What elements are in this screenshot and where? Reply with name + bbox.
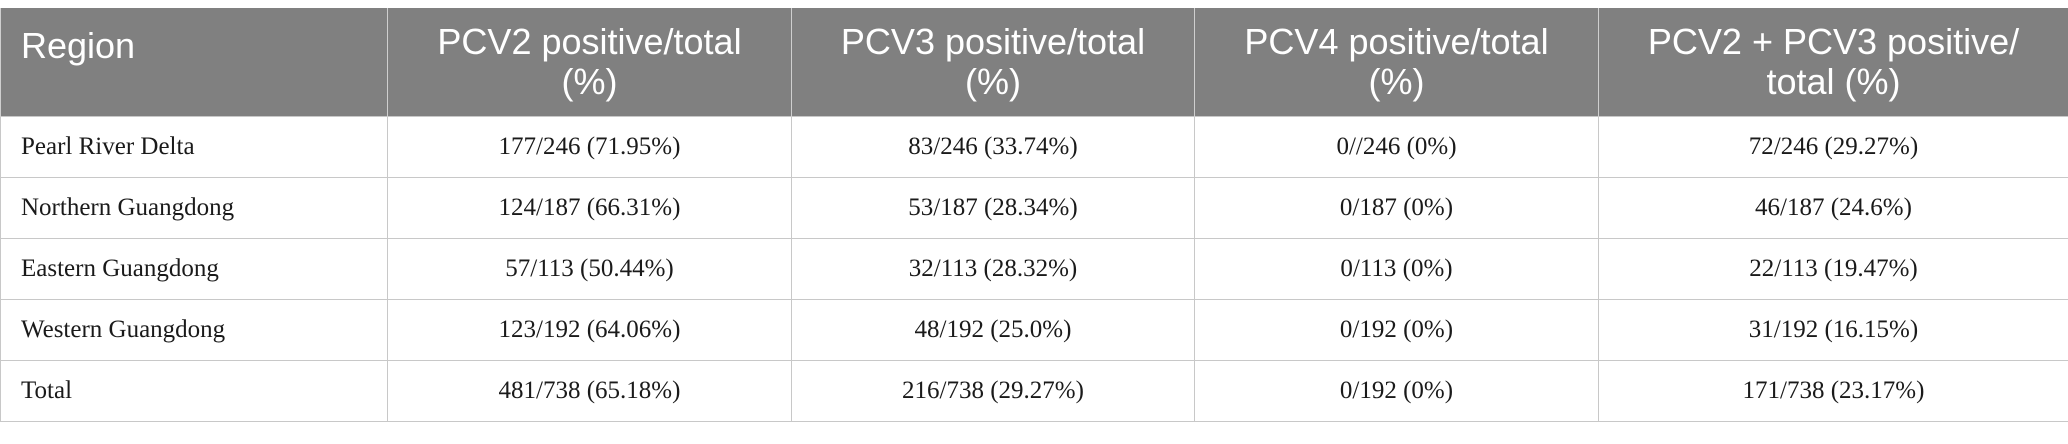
cell-pcv2: 123/192 (64.06%) — [387, 298, 792, 361]
cell-pcv3: 83/246 (33.74%) — [791, 115, 1195, 178]
cell-pcv4: 0/113 (0%) — [1194, 237, 1599, 300]
header-pcv4: PCV4 positive/total (%) — [1194, 8, 1599, 116]
cell-pcv2-pcv3: 31/192 (16.15%) — [1598, 298, 2068, 361]
cell-region: Eastern Guangdong — [0, 237, 388, 300]
table-row-total: Total 481/738 (65.18%) 216/738 (29.27%) … — [0, 359, 2068, 422]
cell-pcv4: 0/192 (0%) — [1194, 298, 1599, 361]
header-pcv3: PCV3 positive/total (%) — [791, 8, 1195, 116]
cell-region: Pearl River Delta — [0, 115, 388, 178]
cell-pcv2: 481/738 (65.18%) — [387, 359, 792, 422]
header-pcv2: PCV2 positive/total (%) — [387, 8, 792, 116]
cell-pcv3: 48/192 (25.0%) — [791, 298, 1195, 361]
cell-pcv2-pcv3: 46/187 (24.6%) — [1598, 176, 2068, 239]
header-row: Region PCV2 positive/total (%) PCV3 posi… — [0, 8, 2068, 116]
table-row: Pearl River Delta 177/246 (71.95%) 83/24… — [0, 115, 2068, 178]
cell-pcv2-pcv3: 72/246 (29.27%) — [1598, 115, 2068, 178]
table-header: Region PCV2 positive/total (%) PCV3 posi… — [0, 8, 2068, 116]
header-pcv2-pcv3: PCV2 + PCV3 positive/ total (%) — [1598, 8, 2068, 116]
data-table-container: Region PCV2 positive/total (%) PCV3 posi… — [0, 8, 2068, 422]
cell-pcv2: 57/113 (50.44%) — [387, 237, 792, 300]
cell-region: Northern Guangdong — [0, 176, 388, 239]
pcv-prevalence-table: Region PCV2 positive/total (%) PCV3 posi… — [0, 8, 2068, 422]
cell-region: Western Guangdong — [0, 298, 388, 361]
cell-region: Total — [0, 359, 388, 422]
cell-pcv4: 0/192 (0%) — [1194, 359, 1599, 422]
table-body: Pearl River Delta 177/246 (71.95%) 83/24… — [0, 115, 2068, 422]
cell-pcv3: 32/113 (28.32%) — [791, 237, 1195, 300]
cell-pcv3: 216/738 (29.27%) — [791, 359, 1195, 422]
table-row: Eastern Guangdong 57/113 (50.44%) 32/113… — [0, 237, 2068, 300]
cell-pcv4: 0/187 (0%) — [1194, 176, 1599, 239]
cell-pcv3: 53/187 (28.34%) — [791, 176, 1195, 239]
table-row: Northern Guangdong 124/187 (66.31%) 53/1… — [0, 176, 2068, 239]
cell-pcv2: 177/246 (71.95%) — [387, 115, 792, 178]
cell-pcv2-pcv3: 171/738 (23.17%) — [1598, 359, 2068, 422]
cell-pcv4: 0//246 (0%) — [1194, 115, 1599, 178]
table-row: Western Guangdong 123/192 (64.06%) 48/19… — [0, 298, 2068, 361]
cell-pcv2-pcv3: 22/113 (19.47%) — [1598, 237, 2068, 300]
header-region: Region — [0, 8, 388, 116]
cell-pcv2: 124/187 (66.31%) — [387, 176, 792, 239]
